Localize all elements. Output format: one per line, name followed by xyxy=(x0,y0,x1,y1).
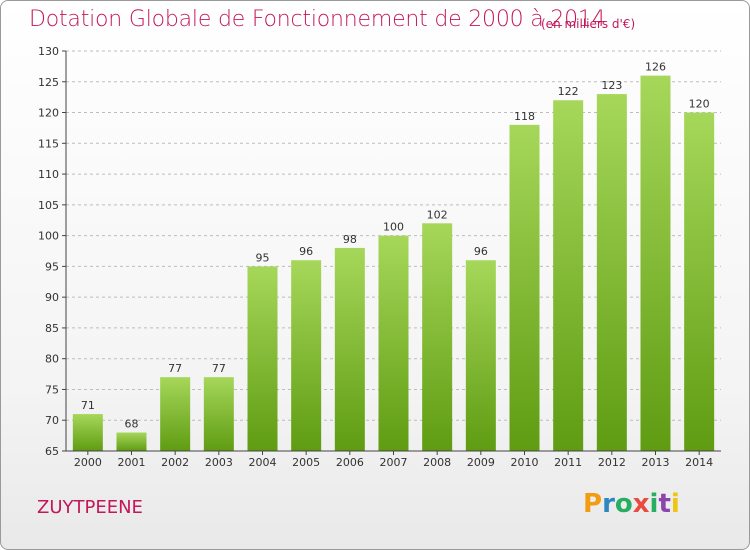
x-tick-label-2011: 2011 xyxy=(554,456,582,469)
data-label-2007: 100 xyxy=(383,221,404,234)
data-label-2008: 102 xyxy=(427,208,448,221)
x-tick-label-2005: 2005 xyxy=(292,456,320,469)
bar-2002[interactable] xyxy=(160,377,191,451)
data-label-2013: 126 xyxy=(645,61,666,74)
x-tick-label-2007: 2007 xyxy=(380,456,408,469)
data-label-2010: 118 xyxy=(514,110,535,123)
data-label-2014: 120 xyxy=(689,98,710,111)
x-tick-label-2002: 2002 xyxy=(161,456,189,469)
data-label-2003: 77 xyxy=(212,362,226,375)
data-label-2011: 122 xyxy=(558,85,579,98)
data-labels: 71 68 77 77 95 96 98 100 102 96 118 122 123 126 120 xyxy=(81,61,710,431)
bar-2008[interactable] xyxy=(422,223,453,451)
bar-2000[interactable] xyxy=(72,414,103,451)
x-tick-label-2012: 2012 xyxy=(598,456,626,469)
y-tick-label: 110 xyxy=(38,168,59,181)
y-tick-label: 90 xyxy=(45,291,59,304)
logo-letter: o xyxy=(614,489,633,519)
bar-2013[interactable] xyxy=(640,75,671,451)
bar-2001[interactable] xyxy=(116,432,147,451)
bar-2011[interactable] xyxy=(553,100,584,451)
y-tick-label: 85 xyxy=(45,322,59,335)
x-tick-label-2009: 2009 xyxy=(467,456,495,469)
y-tick-labels: 65 70 75 80 85 90 95 100 105 110 115 120 125 130 xyxy=(38,45,66,458)
y-tick-label: 125 xyxy=(38,76,59,89)
bar-2004[interactable] xyxy=(247,266,278,451)
x-tick-label-2014: 2014 xyxy=(685,456,713,469)
data-label-2006: 98 xyxy=(343,233,357,246)
logo-letter: i xyxy=(649,489,659,519)
data-label-2009: 96 xyxy=(474,245,488,258)
bar-2014[interactable] xyxy=(684,112,715,452)
y-tick-label: 75 xyxy=(45,383,59,396)
bar-2006[interactable] xyxy=(334,247,365,451)
logo-letter: t xyxy=(658,489,671,519)
y-tick-label: 130 xyxy=(38,45,59,58)
unit-note: (en milliers d'€) xyxy=(541,17,636,31)
data-label-2002: 77 xyxy=(168,362,182,375)
y-tick-label: 120 xyxy=(38,107,59,120)
y-tick-label: 70 xyxy=(45,414,59,427)
bar-2007[interactable] xyxy=(378,235,409,451)
proxiti-logo[interactable]: Proxiti xyxy=(583,489,680,519)
data-label-2000: 71 xyxy=(81,399,95,412)
bar-2010[interactable] xyxy=(509,124,540,451)
y-tick-label: 65 xyxy=(45,445,59,458)
logo-letter: i xyxy=(670,489,680,519)
data-label-2004: 95 xyxy=(256,251,270,264)
x-tick-label-2010: 2010 xyxy=(511,456,539,469)
logo-letter: x xyxy=(632,489,650,519)
commune-name: ZUYTPEENE xyxy=(37,497,143,518)
chart-title: Dotation Globale de Fonctionnement de 20… xyxy=(29,7,606,32)
bar-2003[interactable] xyxy=(203,377,234,451)
y-tick-label: 95 xyxy=(45,260,59,273)
x-tick-label-2013: 2013 xyxy=(642,456,670,469)
x-tick-label-2000: 2000 xyxy=(74,456,102,469)
x-tick-label-2004: 2004 xyxy=(249,456,277,469)
bars xyxy=(72,75,715,452)
x-tick-label-2003: 2003 xyxy=(205,456,233,469)
logo-letter: P xyxy=(583,489,603,519)
data-label-2012: 123 xyxy=(601,79,622,92)
y-tick-label: 115 xyxy=(38,137,59,150)
data-label-2001: 68 xyxy=(125,418,139,431)
bar-2012[interactable] xyxy=(596,94,627,452)
data-label-2005: 96 xyxy=(299,245,313,258)
y-tick-label: 105 xyxy=(38,199,59,212)
bar-2005[interactable] xyxy=(291,260,322,451)
logo-letter: r xyxy=(602,489,615,519)
y-tick-label: 80 xyxy=(45,353,59,366)
x-tick-labels: 2000 2001 2002 2003 2004 2005 2006 2007 2008 2009… xyxy=(74,451,713,469)
x-tick-label-2001: 2001 xyxy=(118,456,146,469)
bar-2009[interactable] xyxy=(465,260,496,451)
x-tick-label-2006: 2006 xyxy=(336,456,364,469)
x-tick-label-2008: 2008 xyxy=(423,456,451,469)
y-tick-label: 100 xyxy=(38,230,59,243)
